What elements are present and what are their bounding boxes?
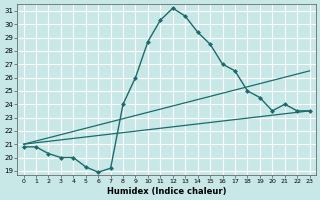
X-axis label: Humidex (Indice chaleur): Humidex (Indice chaleur) (107, 187, 226, 196)
